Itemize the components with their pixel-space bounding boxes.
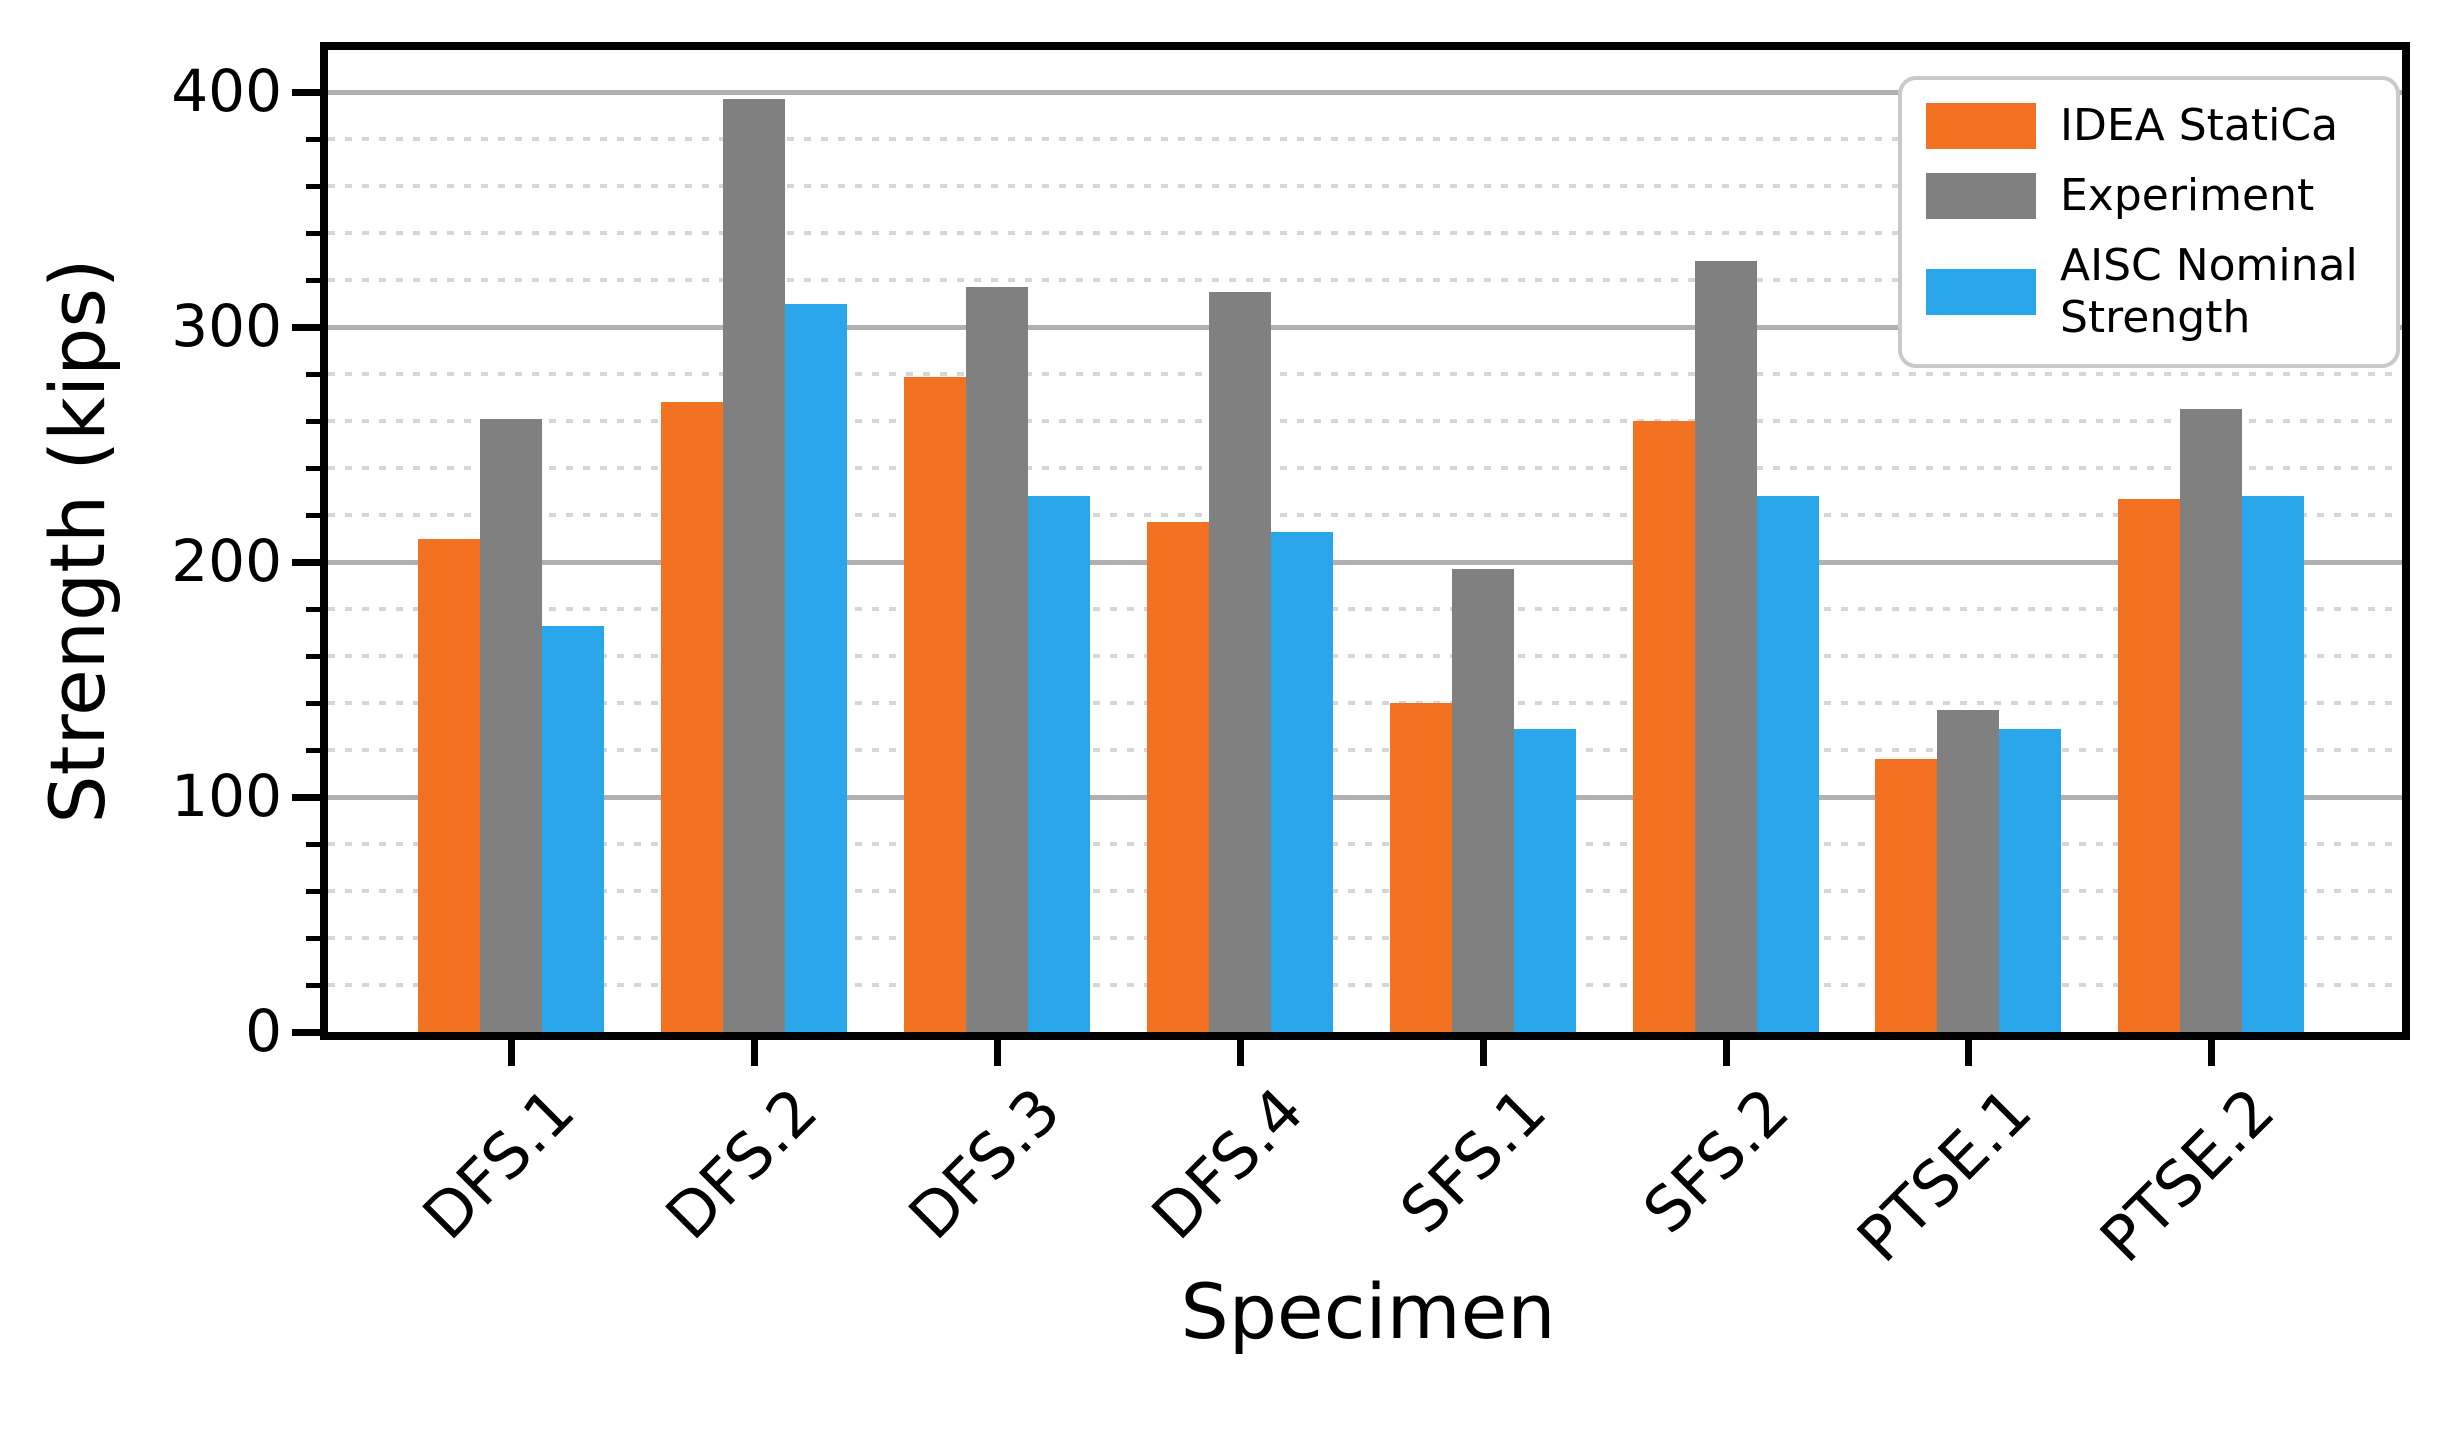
bar-aisc-nominal-strength-dfs-3 (1027, 496, 1090, 1032)
y-minor-tick (306, 701, 320, 707)
gridline-minor (328, 184, 2402, 189)
y-minor-tick (306, 278, 320, 284)
gridline-major (328, 560, 2402, 566)
bar-aisc-nominal-strength-sfs-1 (1513, 728, 1576, 1032)
x-tick (1479, 1040, 1487, 1066)
y-major-tick (292, 1029, 320, 1036)
gridline-minor (328, 231, 2402, 236)
bar-aisc-nominal-strength-ptse-1 (1999, 728, 2062, 1032)
y-minor-tick (306, 889, 320, 895)
x-tick-label: DFS.1 (408, 1073, 589, 1254)
legend-item: IDEA StatiCa (1926, 100, 2372, 152)
bar-experiment-ptse-1 (1937, 710, 2000, 1032)
bar-idea-statica-dfs-1 (418, 538, 480, 1032)
bar-experiment-dfs-4 (1208, 291, 1271, 1032)
gridline-major (328, 795, 2402, 801)
bar-aisc-nominal-strength-ptse-2 (2242, 496, 2305, 1032)
gridline-minor (328, 936, 2402, 941)
legend-label: Experiment (2060, 170, 2315, 221)
y-axis-label: Strength (kips) (33, 258, 122, 824)
y-major-tick (292, 324, 320, 332)
gridline-minor (328, 701, 2402, 706)
gridline-minor (328, 466, 2402, 471)
x-axis-label: Specimen (1180, 1267, 1556, 1356)
bar-idea-statica-dfs-4 (1146, 522, 1209, 1032)
gridline-minor (328, 137, 2402, 142)
gridline-minor (328, 654, 2402, 659)
bar-experiment-ptse-2 (2180, 409, 2243, 1032)
y-minor-tick (306, 513, 320, 519)
legend-item: AISC Nominal Strength (1926, 240, 2372, 344)
gridline-minor (328, 513, 2402, 518)
y-minor-tick (306, 419, 320, 425)
legend-swatch (1926, 269, 2036, 315)
x-tick-label: PTSE.1 (1843, 1073, 2046, 1276)
x-tick (508, 1040, 515, 1066)
y-minor-tick (306, 137, 320, 143)
x-tick-label: SFS.1 (1386, 1073, 1560, 1248)
y-minor-tick (306, 466, 320, 472)
gridline-minor (328, 889, 2402, 894)
gridline-major (328, 90, 2402, 96)
bar-experiment-dfs-1 (480, 418, 542, 1032)
bar-idea-statica-sfs-1 (1389, 703, 1452, 1032)
y-minor-tick (306, 748, 320, 754)
legend-label: IDEA StatiCa (2060, 100, 2339, 151)
x-tick (1236, 1040, 1244, 1066)
x-tick (993, 1040, 1001, 1066)
bar-aisc-nominal-strength-dfs-1 (542, 625, 604, 1032)
bar-idea-statica-dfs-3 (903, 376, 966, 1032)
y-tick-label: 300 (171, 292, 282, 361)
x-tick-label: PTSE.2 (2086, 1073, 2289, 1276)
gridline-minor (328, 278, 2402, 283)
gridline-major (328, 325, 2402, 331)
bar-idea-statica-sfs-2 (1632, 421, 1695, 1032)
y-minor-tick (306, 372, 320, 378)
x-tick (2208, 1040, 2216, 1066)
y-minor-tick (306, 936, 320, 942)
bar-experiment-sfs-2 (1694, 261, 1757, 1032)
bar-idea-statica-dfs-2 (660, 402, 723, 1032)
y-minor-tick (306, 184, 320, 190)
gridline-minor (328, 983, 2402, 987)
gridline-minor (328, 842, 2402, 847)
y-tick-label: 0 (245, 997, 282, 1065)
bar-aisc-nominal-strength-dfs-4 (1270, 531, 1333, 1032)
y-minor-tick (306, 231, 320, 237)
bar-experiment-sfs-1 (1451, 569, 1514, 1032)
bar-experiment-dfs-3 (965, 287, 1028, 1032)
bar-aisc-nominal-strength-sfs-2 (1756, 496, 1819, 1032)
bar-idea-statica-ptse-2 (2118, 498, 2181, 1032)
y-major-tick (292, 559, 320, 567)
legend-swatch (1926, 103, 2036, 149)
y-minor-tick (306, 654, 320, 660)
y-minor-tick (306, 842, 320, 848)
gridline-minor (328, 372, 2402, 377)
y-major-tick (292, 89, 320, 97)
x-tick-label: DFS.3 (894, 1073, 1075, 1254)
legend-item: Experiment (1926, 170, 2372, 222)
gridline-minor (328, 748, 2402, 753)
legend-label: AISC Nominal Strength (2060, 240, 2358, 343)
bar-idea-statica-ptse-1 (1875, 759, 1938, 1032)
x-tick-label: DFS.4 (1137, 1073, 1318, 1254)
bar-experiment-dfs-2 (722, 99, 785, 1032)
legend: IDEA StatiCa Experiment AISC Nominal Stren… (1898, 76, 2400, 368)
y-minor-tick (306, 983, 320, 988)
x-tick (1965, 1040, 1973, 1066)
y-tick-label: 200 (171, 527, 282, 596)
y-tick-label: 400 (171, 57, 282, 126)
y-major-tick (292, 794, 320, 802)
bar-aisc-nominal-strength-dfs-2 (784, 303, 847, 1032)
legend-swatch (1926, 173, 2036, 219)
x-tick-label: SFS.2 (1629, 1073, 1803, 1248)
y-minor-tick (306, 607, 320, 613)
y-tick-label: 100 (171, 762, 282, 831)
x-tick-label: DFS.2 (651, 1073, 832, 1254)
x-tick (750, 1040, 758, 1066)
gridline-minor (328, 607, 2402, 612)
x-tick (1722, 1040, 1730, 1066)
gridline-minor (328, 419, 2402, 424)
